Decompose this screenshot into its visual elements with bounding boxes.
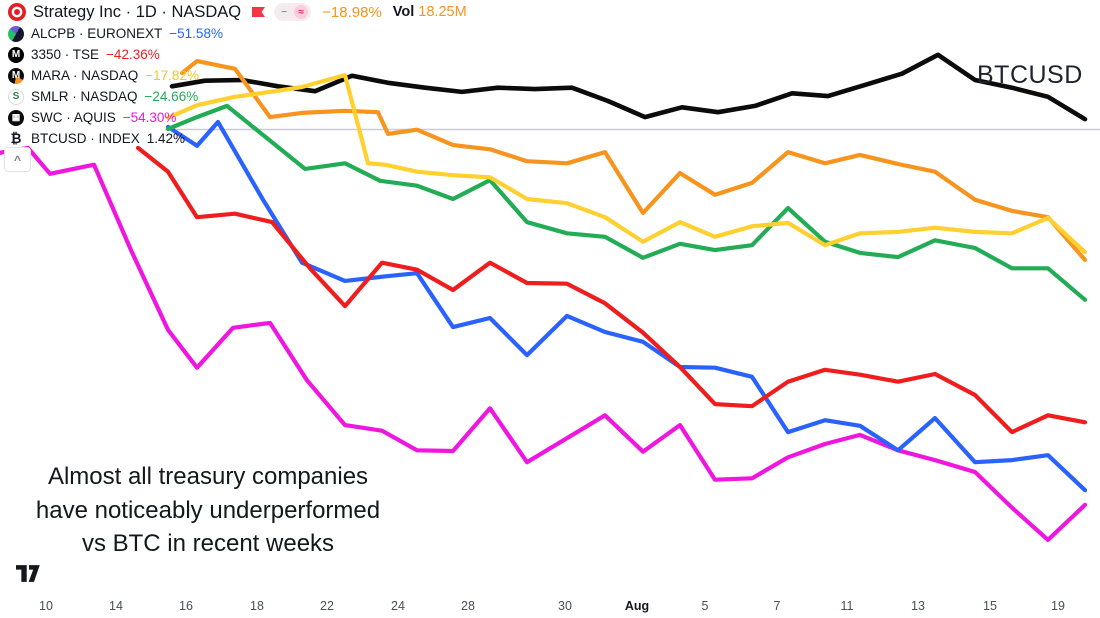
legend-row-strategy[interactable]: Strategy Inc · 1D · NASDAQ − ≈ −18.98% Vol 18… (0, 1, 467, 23)
btcusd-logo-icon: ₿ (10, 130, 22, 146)
change-percent: −51.58% (169, 26, 223, 41)
mara-logo-icon: M (8, 67, 24, 84)
alcpb-logo-icon (8, 25, 24, 42)
axis-label-16: 16 (179, 599, 193, 613)
symbol-title: MARA · NASDAQ (31, 68, 139, 83)
series-line-btcusd[interactable] (169, 52, 1088, 122)
chart-annotation-text[interactable]: Almost all treasury companies have notic… (35, 463, 381, 557)
axis-label-14: 14 (109, 599, 123, 613)
series-line-mara[interactable] (165, 73, 1088, 255)
symbol-title: BTCUSD · INDEX (31, 131, 140, 146)
axis-label-10: 10 (39, 599, 53, 613)
volume-value: 18.25M (418, 4, 467, 20)
symbol-title: 3350 · TSE (31, 47, 100, 62)
change-percent: 1.42% (146, 131, 186, 146)
axis-label-28: 28 (461, 599, 475, 613)
axis-label-Aug: Aug (624, 599, 650, 613)
change-percent: −42.36% (106, 47, 160, 62)
series-line-strategy-inc[interactable] (179, 59, 1088, 262)
axis-label-13: 13 (911, 599, 925, 613)
legend-row-smlr[interactable]: S SMLR · NASDAQ −24.66% (0, 86, 467, 107)
change-percent: −18.98% (322, 3, 382, 21)
axis-label-18: 18 (250, 599, 264, 613)
legend-row-mara[interactable]: M MARA · NASDAQ −17.82% (0, 65, 467, 86)
symbol-title: Strategy Inc · 1D · NASDAQ (33, 2, 242, 21)
change-percent: −17.82% (145, 68, 199, 83)
change-percent: −54.30% (122, 110, 177, 125)
change-percent: −24.66% (144, 89, 199, 104)
swc-logo-icon: ▦ (8, 109, 24, 126)
legend-collapse-button[interactable]: ^ (4, 147, 31, 172)
symbol-title: ALCPB · EURONEXT (31, 26, 163, 41)
flag-bookmark-icon[interactable] (252, 6, 266, 19)
tool-approx-button[interactable]: ≈ (294, 5, 309, 19)
axis-label-11: 11 (840, 599, 854, 613)
axis-label-30: 30 (558, 599, 572, 613)
3350-logo-icon: M (8, 46, 24, 63)
legend-row-swc[interactable]: ▦ SWC · AQUIS −54.30% (0, 107, 467, 128)
series-line-3350[interactable] (135, 145, 1088, 435)
strategy-logo-icon (8, 3, 26, 21)
axis-label-24: 24 (391, 599, 405, 613)
legend-row-3350[interactable]: M 3350 · TSE −42.36% (0, 44, 467, 65)
symbol-title: SMLR · NASDAQ (31, 89, 138, 104)
symbol-title: SWC · AQUIS (31, 110, 116, 125)
axis-label-19: 19 (1051, 599, 1065, 613)
legend: Strategy Inc · 1D · NASDAQ − ≈ −18.98% Vol 18… (0, 1, 467, 149)
axis-label-5: 5 (701, 599, 709, 613)
axis-label-22: 22 (320, 599, 334, 613)
btcusd-series-label: BTCUSD (977, 61, 1083, 89)
series-quick-tools: − ≈ (274, 3, 312, 21)
series-line-swc[interactable] (0, 145, 1088, 542)
smlr-logo-icon: S (8, 88, 24, 105)
tool-minus-button[interactable]: − (277, 5, 292, 19)
axis-label-7: 7 (773, 599, 781, 613)
tradingview-logo[interactable] (16, 565, 42, 582)
volume-label: Vol (392, 4, 415, 20)
legend-row-alcpb[interactable]: ALCPB · EURONEXT −51.58% (0, 23, 467, 44)
axis-label-15: 15 (983, 599, 997, 613)
time-axis[interactable]: 10 14 16 18 22 24 28 30 Aug 5 7 11 13 15 19 (0, 596, 1100, 618)
legend-row-btcusd[interactable]: ₿ BTCUSD · INDEX 1.42% (0, 128, 467, 149)
series-line-smlr[interactable] (165, 103, 1088, 302)
